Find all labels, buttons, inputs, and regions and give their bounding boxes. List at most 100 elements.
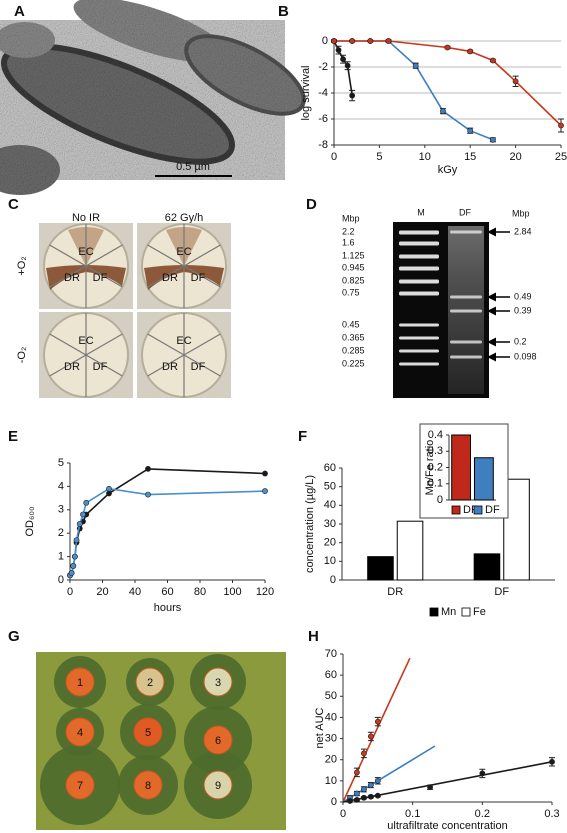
band-size: 0.49 [514, 291, 532, 301]
point [427, 784, 433, 791]
sector-label: DR [64, 361, 80, 373]
y-axis-title: concentration (µg/L) [304, 475, 316, 573]
panel-label: A [14, 3, 25, 20]
point [331, 38, 337, 44]
panel-label: G [8, 628, 20, 645]
point [262, 470, 268, 477]
point [71, 553, 78, 560]
point [489, 136, 496, 143]
x-tick-label: 20 [509, 151, 521, 163]
point [106, 485, 112, 492]
y-tick-label: 0.3 [428, 445, 443, 457]
y-tick-label: 70 [325, 648, 337, 660]
legend-label: Fe [473, 606, 486, 618]
legend-label: DF [485, 504, 500, 516]
point [360, 794, 367, 801]
x-tick-label: 15 [464, 151, 476, 163]
point [412, 62, 419, 69]
series-line [334, 40, 494, 141]
well-number: 2 [147, 677, 153, 689]
point [367, 733, 374, 740]
point [335, 47, 342, 53]
point [440, 108, 446, 115]
marker-band [399, 266, 439, 271]
marker-size: 0.75 [342, 287, 360, 297]
y-tick-label: 4 [58, 480, 64, 492]
bar [473, 553, 501, 581]
x-tick-label: 0 [67, 586, 73, 598]
marker-band [399, 291, 439, 296]
panel-label: B [278, 3, 289, 20]
sector-label: EC [78, 335, 93, 347]
divider [147, 244, 221, 288]
point [354, 769, 360, 776]
sector-label: EC [78, 246, 93, 258]
x-tick-label: 0.3 [544, 808, 559, 820]
well [65, 770, 95, 800]
well [203, 770, 233, 800]
point [367, 38, 374, 44]
x-tick-label: 80 [194, 586, 206, 598]
well-number: 8 [145, 780, 151, 792]
sector-label: DR [162, 272, 178, 284]
sample-band [450, 230, 482, 234]
divider [147, 333, 221, 377]
legend-label: Mn [441, 606, 456, 618]
x-tick-label: 100 [223, 586, 241, 598]
sample-band [450, 355, 482, 359]
x-tick-label: DF [494, 586, 509, 598]
marker-size: 0.825 [342, 275, 365, 285]
row-label: -O₂ [16, 347, 28, 364]
well-number: 5 [145, 727, 151, 739]
x-axis-title: hours [154, 602, 182, 614]
marker-band [399, 279, 439, 284]
sample-band [450, 309, 482, 313]
point [467, 48, 474, 55]
marker-band [399, 241, 439, 246]
point [374, 792, 381, 799]
y-tick-label: 0 [437, 494, 443, 506]
well [133, 770, 163, 800]
y-tick-label: 30 [324, 518, 336, 530]
point [145, 465, 151, 472]
legend-swatch [429, 607, 439, 617]
well-number: 1 [77, 677, 83, 689]
y-tick-label: 5 [58, 457, 64, 469]
point [80, 511, 86, 518]
y-tick-label: -8 [318, 139, 328, 151]
y-tick-label: 50 [324, 481, 336, 493]
band-size: 0.39 [514, 305, 532, 315]
marker-size: 0.285 [342, 345, 365, 355]
y-tick-label: 50 [325, 690, 337, 702]
y-tick-label: 10 [324, 555, 336, 567]
point [444, 44, 451, 51]
point [73, 537, 80, 544]
point [347, 798, 353, 804]
column-label: No IR [72, 212, 100, 224]
x-tick-label: 0 [331, 151, 337, 163]
x-tick-label: 60 [161, 586, 173, 598]
y-axis-title: log survival [300, 65, 312, 120]
x-tick-label: 5 [376, 151, 382, 163]
sector-label: EC [176, 335, 191, 347]
point [76, 520, 83, 527]
marker-band [399, 362, 439, 366]
x-tick-label: DR [387, 586, 403, 598]
x-tick-label: 120 [256, 586, 274, 598]
y-tick-label: 0 [322, 35, 328, 47]
y-tick-label: 30 [325, 732, 337, 744]
y-axis-title: OD₆₀₀ [24, 506, 36, 536]
well [203, 725, 233, 755]
chart: B -8 -6 -4 -2 0 0 5 10 15 20 25 log survival kGy [278, 3, 567, 176]
legend-swatch [473, 505, 483, 515]
chart: H 0 10 20 30 40 50 60 70 0 0.1 0.2 0.3 net AUC ultrafi… [308, 628, 560, 832]
well-number: 3 [215, 677, 221, 689]
well-number: 6 [215, 735, 221, 747]
y-tick-label: 40 [325, 711, 337, 723]
marker-size: 0.45 [342, 319, 360, 329]
divider [49, 333, 123, 377]
legend-swatch [461, 607, 471, 617]
series-line [69, 468, 266, 576]
